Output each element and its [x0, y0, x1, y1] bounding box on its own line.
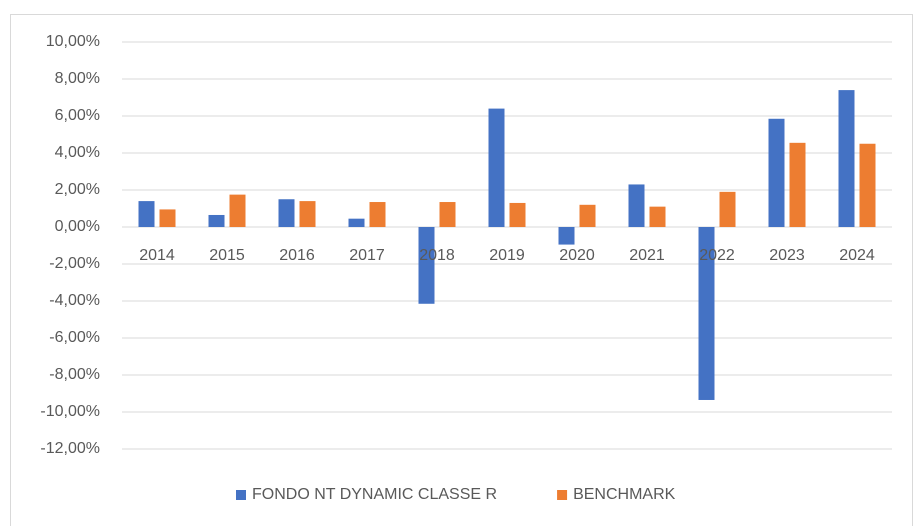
y-tick-label: -10,00%: [40, 403, 100, 420]
bar: [628, 184, 645, 227]
bar: [859, 143, 876, 227]
x-tick-label: 2019: [489, 247, 525, 264]
y-tick-label: 8,00%: [55, 70, 100, 87]
chart-border: [10, 14, 913, 526]
bar: [649, 206, 666, 227]
x-tick-label: 2018: [419, 247, 455, 264]
bar: [488, 108, 505, 227]
legend-swatch: [557, 490, 568, 500]
bar: [348, 218, 365, 227]
x-tick-label: 2021: [629, 247, 665, 264]
y-tick-label: 0,00%: [55, 218, 100, 235]
x-tick-label: 2023: [769, 247, 805, 264]
bar: [558, 227, 575, 245]
legend-label: FONDO NT DYNAMIC CLASSE R: [252, 486, 497, 503]
y-tick-label: 4,00%: [55, 144, 100, 161]
bar: [579, 204, 596, 227]
x-tick-label: 2014: [139, 247, 175, 264]
bar: [698, 227, 715, 400]
bar: [418, 227, 435, 304]
bar: [208, 214, 225, 227]
y-tick-label: -8,00%: [49, 366, 100, 383]
y-tick-label: -12,00%: [40, 440, 100, 457]
bar: [159, 209, 176, 227]
y-tick-label: 2,00%: [55, 181, 100, 198]
y-tick-label: 6,00%: [55, 107, 100, 124]
y-tick-label: -2,00%: [49, 255, 100, 272]
bar: [789, 142, 806, 227]
bar: [768, 118, 785, 227]
bar: [369, 202, 386, 227]
x-tick-label: 2024: [839, 247, 875, 264]
y-tick-label: 10,00%: [46, 33, 100, 50]
legend-swatch: [236, 490, 246, 500]
bar: [838, 90, 855, 227]
x-tick-label: 2022: [699, 247, 735, 264]
y-tick-label: -6,00%: [49, 329, 100, 346]
y-tick-label: -4,00%: [49, 292, 100, 309]
bar: [138, 201, 155, 227]
bar: [299, 201, 316, 227]
bar: [719, 191, 736, 227]
x-tick-label: 2016: [279, 247, 315, 264]
bar: [439, 202, 456, 227]
bar: [278, 199, 295, 227]
bar: [509, 202, 526, 227]
x-tick-label: 2017: [349, 247, 385, 264]
legend-label: BENCHMARK: [573, 486, 676, 503]
x-tick-label: 2015: [209, 247, 245, 264]
bar: [229, 194, 246, 227]
x-tick-label: 2020: [559, 247, 595, 264]
